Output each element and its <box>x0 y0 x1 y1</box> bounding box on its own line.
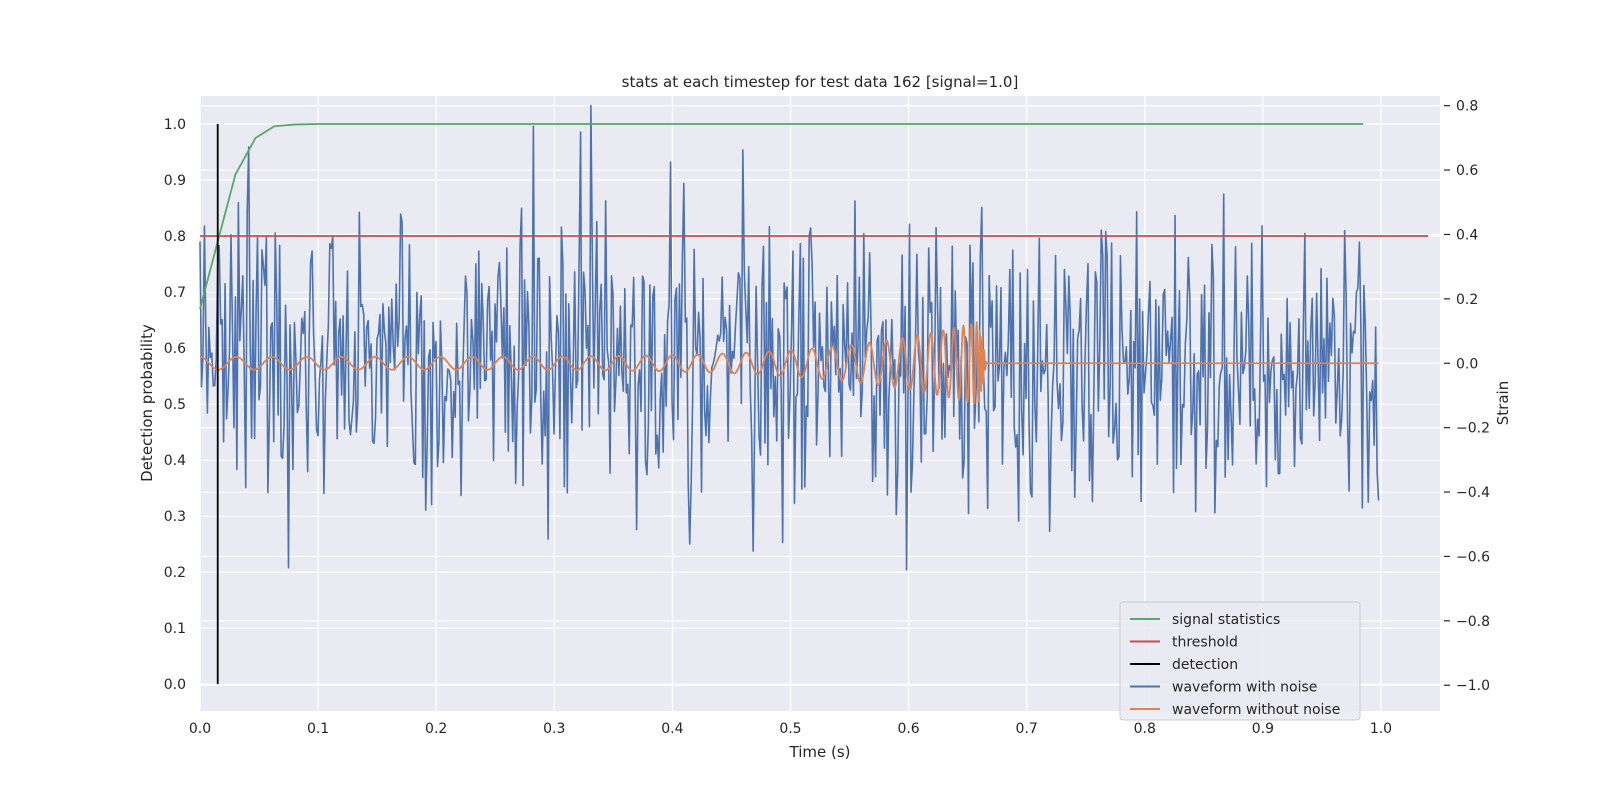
legend-label: waveform without noise <box>1172 702 1340 718</box>
y-left-tick-label: 0.7 <box>164 285 186 301</box>
legend-label: signal statistics <box>1172 612 1280 628</box>
y-left-tick-label: 0.9 <box>164 173 186 189</box>
x-tick-label: 0.3 <box>543 721 565 737</box>
x-tick-label: 0.2 <box>425 721 447 737</box>
x-tick-label: 0.5 <box>779 721 801 737</box>
x-tick-label: 1.0 <box>1370 721 1392 737</box>
y-left-tick-label: 0.5 <box>164 397 186 413</box>
legend-box <box>1119 601 1361 721</box>
x-axis-ticks: 0.0 0.1 0.2 0.3 0.4 0.5 0.6 0.7 0.8 0.9 1.0 <box>189 721 1392 737</box>
x-tick-label: 0.8 <box>1134 721 1156 737</box>
y-right-tick-label: 0.2 <box>1456 292 1478 308</box>
x-tick-label: 0.4 <box>661 721 683 737</box>
y-left-tick-label: 1.0 <box>164 117 186 133</box>
legend-label: detection <box>1172 657 1238 673</box>
x-tick-label: 0.1 <box>307 721 329 737</box>
y-left-tick-label: 0.1 <box>164 621 186 637</box>
x-tick-label: 0.9 <box>1252 721 1274 737</box>
series-waveform-with-noise <box>199 104 1380 571</box>
y-right-tick-label: −0.4 <box>1456 485 1490 501</box>
series-signal-statistics <box>199 123 1364 310</box>
y-right-tick-label: −0.2 <box>1456 421 1490 437</box>
y-left-tick-label: 0.3 <box>164 509 186 525</box>
y-right-tick-label: −1.0 <box>1456 678 1490 694</box>
y-left-tick-label: 0.4 <box>164 453 186 469</box>
y-right-tick-label: 0.8 <box>1456 99 1478 115</box>
x-tick-label: 0.0 <box>189 721 211 737</box>
y-right-axis-label: Strain <box>1494 381 1512 425</box>
y-right-axis-ticks: −1.0 −0.8 −0.6 −0.4 −0.2 0.0 0.2 0.4 0.6 0.8 <box>1444 99 1490 694</box>
x-axis-label: Time (s) <box>789 743 851 761</box>
legend-label: waveform with noise <box>1172 680 1317 696</box>
series-layer <box>199 104 1429 685</box>
y-right-tick-label: 0.6 <box>1456 163 1478 179</box>
series-waveform-without-noise <box>199 321 1379 405</box>
legend: signal statistics threshold detection wavef… <box>1119 601 1361 721</box>
y-right-tick-label: −0.6 <box>1456 549 1490 565</box>
y-left-tick-label: 0.2 <box>164 565 186 581</box>
x-tick-label: 0.7 <box>1016 721 1038 737</box>
y-right-tick-label: 0.4 <box>1456 227 1478 243</box>
y-left-tick-label: 0.8 <box>164 229 186 245</box>
y-right-tick-label: 0.0 <box>1456 356 1478 372</box>
y-left-axis-label: Detection probability <box>138 324 156 482</box>
chart-title: stats at each timestep for test data 162… <box>622 73 1019 91</box>
y-left-tick-label: 0.6 <box>164 341 186 357</box>
y-left-tick-label: 0.0 <box>164 677 186 693</box>
y-right-tick-label: −0.8 <box>1456 614 1490 630</box>
legend-label: threshold <box>1172 635 1238 651</box>
x-tick-label: 0.6 <box>897 721 919 737</box>
y-left-axis-ticks: 0.0 0.1 0.2 0.3 0.4 0.5 0.6 0.7 0.8 0.9 1.0 <box>164 117 186 693</box>
legend-entries: signal statistics threshold detection wavef… <box>1130 612 1340 718</box>
